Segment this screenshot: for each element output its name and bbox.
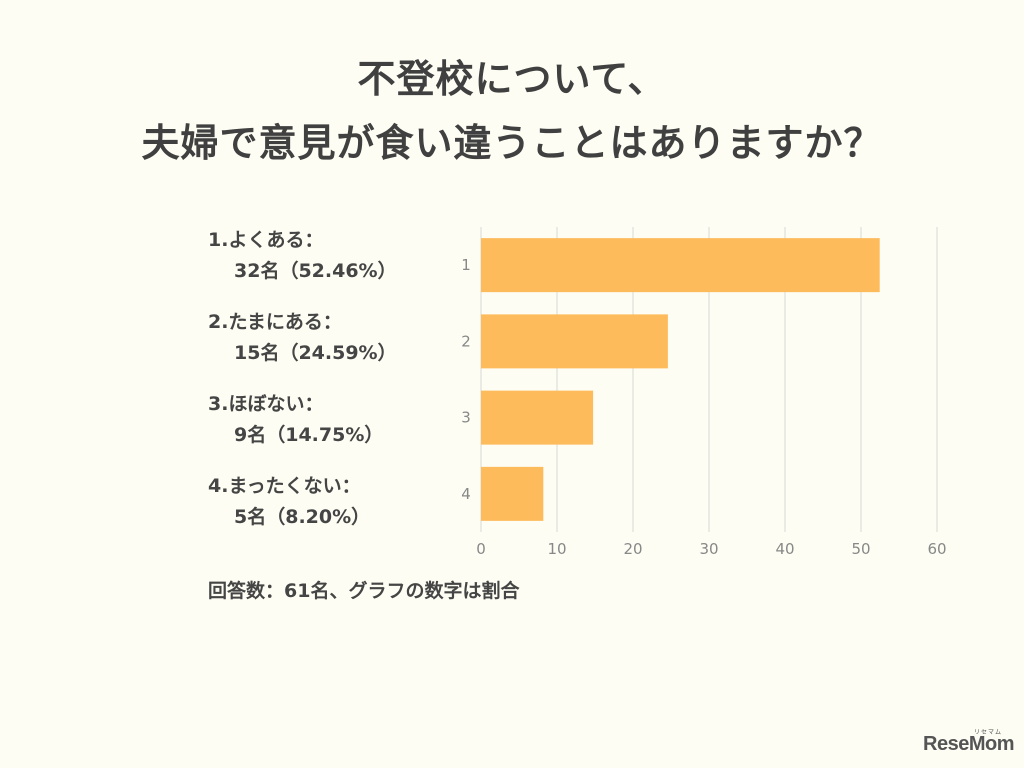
category-label-1-detail: 32名（52.46%）	[234, 260, 397, 282]
resemom-logo-ruby: リセマム	[973, 730, 1002, 736]
x-tick-label-40: 40	[775, 540, 794, 558]
category-label-2-detail: 15名（24.59%）	[234, 342, 397, 364]
category-label-1: 1.よくある： 32名（52.46%）	[208, 225, 397, 287]
x-tick-label-30: 30	[699, 540, 718, 558]
bar-2	[481, 314, 668, 369]
chart-title-line1: 不登校について、	[357, 57, 667, 101]
category-label-2: 2.たまにある： 15名（24.59%）	[208, 307, 397, 369]
category-label-3-head: 3.ほぼない：	[208, 393, 324, 415]
bar-4	[481, 466, 544, 521]
y-tick-label-1: 1	[461, 256, 471, 274]
x-tick-label-0: 0	[476, 540, 486, 558]
category-label-4-detail: 5名（8.20%）	[234, 506, 371, 528]
x-tick-label-60: 60	[927, 540, 946, 558]
y-tick-label-3: 3	[461, 409, 471, 427]
bar-1	[481, 238, 880, 293]
category-label-2-head: 2.たまにある：	[208, 311, 342, 333]
category-label-3: 3.ほぼない： 9名（14.75%）	[208, 389, 383, 451]
y-tick-label-4: 4	[461, 485, 471, 503]
chart-title-line2: 夫婦で意見が食い違うことはありますか？	[141, 121, 883, 165]
y-tick-label-2: 2	[461, 332, 471, 350]
category-label-4: 4.まったくない： 5名（8.20%）	[208, 471, 370, 533]
resemom-logo: リセマム ReseMom	[923, 730, 1014, 756]
footnote: 回答数：61名、グラフの数字は割合	[208, 580, 520, 602]
x-tick-label-50: 50	[851, 540, 870, 558]
bar-3	[481, 390, 594, 445]
x-tick-label-20: 20	[623, 540, 642, 558]
category-label-3-detail: 9名（14.75%）	[234, 424, 384, 446]
x-tick-label-10: 10	[547, 540, 566, 558]
category-label-4-head: 4.まったくない：	[208, 475, 361, 497]
resemom-logo-text: ReseMom	[923, 733, 1014, 755]
bar-chart: 0 10 20 30 40 50 60 1 2 3 4	[461, 227, 947, 558]
category-label-1-head: 1.よくある：	[208, 229, 324, 251]
